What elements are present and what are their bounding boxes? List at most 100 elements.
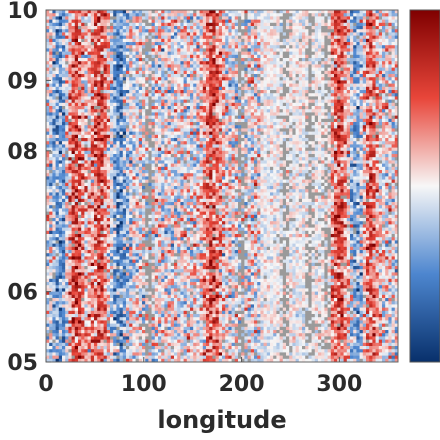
heatmap-cell (116, 278, 120, 283)
heatmap-cell (113, 218, 117, 222)
heatmap-cell (71, 205, 76, 209)
heatmap-cell (142, 42, 146, 46)
heatmap-cell (113, 150, 117, 155)
heatmap-cell (177, 352, 181, 356)
heatmap-cell (71, 301, 76, 305)
heatmap-cell (116, 336, 120, 340)
heatmap-cell (110, 131, 114, 136)
heatmap-cell (151, 208, 156, 212)
heatmap-cell (154, 83, 159, 88)
heatmap-cell (142, 54, 146, 59)
heatmap-cell (164, 22, 168, 27)
heatmap-cell (58, 157, 63, 161)
heatmap-cell (113, 112, 117, 116)
heatmap-cell (97, 125, 101, 129)
heatmap-cell (167, 330, 172, 334)
heatmap-cell (164, 269, 168, 273)
heatmap-cell (81, 333, 85, 337)
heatmap-cell (177, 58, 181, 62)
heatmap-cell (65, 134, 69, 139)
heatmap-cell (74, 109, 79, 113)
heatmap-cell (87, 355, 92, 360)
heatmap-cell (142, 74, 146, 78)
heatmap-cell (58, 83, 63, 88)
heatmap-cell (177, 99, 181, 104)
heatmap-cell (106, 42, 111, 46)
heatmap-cell (97, 128, 101, 132)
heatmap-cell (116, 32, 120, 36)
heatmap-cell (126, 320, 130, 324)
heatmap-cell (71, 211, 76, 216)
heatmap-cell (151, 19, 156, 24)
heatmap-cell (177, 218, 181, 222)
heatmap-cell (84, 323, 88, 328)
heatmap-cell (183, 131, 188, 136)
heatmap-cell (49, 346, 53, 350)
heatmap-cell (49, 246, 53, 251)
heatmap-cell (74, 86, 79, 91)
heatmap-cell (129, 32, 133, 36)
heatmap-cell (87, 131, 92, 136)
heatmap-cell (58, 45, 63, 49)
heatmap-cell (174, 218, 178, 222)
heatmap-cell (71, 288, 76, 292)
heatmap-cell (142, 202, 146, 206)
heatmap-cell (46, 307, 50, 312)
heatmap-cell (132, 51, 136, 56)
heatmap-cell (167, 42, 172, 46)
heatmap-cell (81, 58, 85, 62)
heatmap-cell (158, 118, 162, 123)
heatmap-cell (161, 112, 165, 116)
heatmap-cell (186, 45, 191, 49)
heatmap-cell (113, 83, 117, 88)
heatmap-cell (148, 253, 152, 257)
heatmap-cell (78, 320, 82, 324)
heatmap-cell (100, 141, 104, 145)
heatmap-cell (135, 333, 140, 337)
heatmap-cell (78, 131, 82, 136)
heatmap-cell (110, 45, 114, 49)
heatmap-cell (158, 352, 162, 356)
heatmap-cell (90, 346, 95, 350)
heatmap-cell (55, 240, 60, 244)
heatmap-cell (138, 253, 143, 257)
heatmap-cell (129, 195, 133, 200)
heatmap-cell (145, 70, 149, 75)
heatmap-cell (161, 352, 165, 356)
heatmap-cell (74, 176, 79, 180)
heatmap-cell (132, 326, 136, 331)
heatmap-cell (116, 102, 120, 107)
heatmap-cell (164, 115, 168, 120)
heatmap-cell (103, 294, 108, 299)
heatmap-cell (100, 224, 104, 228)
heatmap-cell (158, 80, 162, 84)
heatmap-cell (52, 106, 56, 110)
heatmap-cell (46, 48, 50, 52)
heatmap-cell (148, 154, 152, 158)
heatmap-cell (106, 109, 111, 113)
heatmap-cell (167, 259, 172, 264)
heatmap-cell (94, 54, 98, 59)
heatmap-cell (49, 115, 53, 120)
heatmap-cell (148, 173, 152, 177)
heatmap-cell (103, 32, 108, 36)
heatmap-cell (110, 358, 114, 363)
heatmap-cell (52, 285, 56, 289)
heatmap-cell (142, 106, 146, 110)
heatmap-cell (49, 317, 53, 321)
heatmap-cell (164, 250, 168, 254)
heatmap-cell (68, 336, 72, 340)
heatmap-cell (62, 307, 66, 312)
heatmap-cell (129, 301, 133, 305)
heatmap-cell (94, 141, 98, 145)
heatmap-cell (148, 134, 152, 139)
heatmap-cell (62, 173, 66, 177)
heatmap-cell (116, 163, 120, 168)
heatmap-cell (103, 99, 108, 104)
heatmap-cell (65, 109, 69, 113)
heatmap-cell (110, 163, 114, 168)
heatmap-cell (158, 230, 162, 235)
heatmap-cell (49, 144, 53, 148)
heatmap-cell (106, 67, 111, 72)
heatmap-cell (52, 352, 56, 356)
